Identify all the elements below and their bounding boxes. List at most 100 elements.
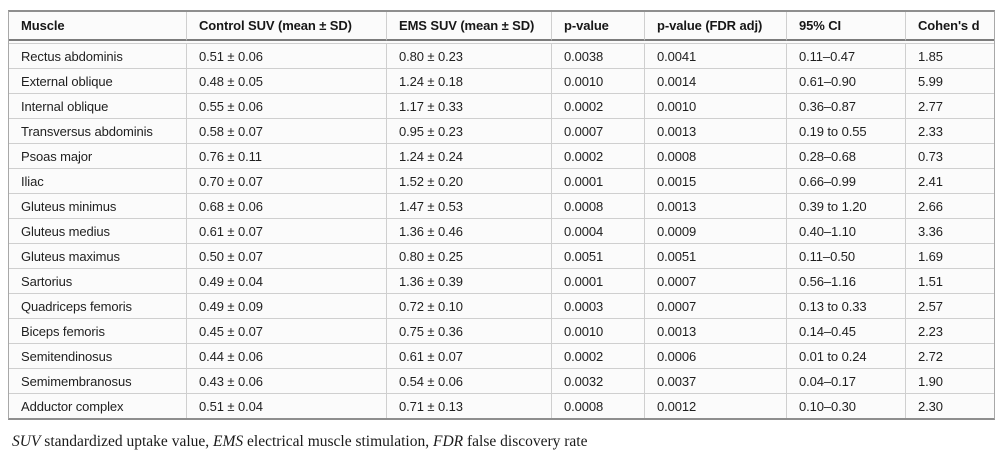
cell-p-value-fdr: 0.0015 <box>644 168 786 193</box>
table-row: External oblique 0.48 ± 0.05 1.24 ± 0.18 0.… <box>9 68 994 93</box>
cell-cohens-d: 1.51 <box>905 268 994 293</box>
cell-p-value: 0.0051 <box>551 243 644 268</box>
cell-p-value-fdr: 0.0041 <box>644 43 786 68</box>
cell-cohens-d: 1.90 <box>905 368 994 393</box>
table-row: Internal oblique 0.55 ± 0.06 1.17 ± 0.33 0.… <box>9 93 994 118</box>
table-row: Semitendinosus 0.44 ± 0.06 0.61 ± 0.07 0.00… <box>9 343 994 368</box>
cell-control-suv: 0.44 ± 0.06 <box>186 343 386 368</box>
table-row: Biceps femoris 0.45 ± 0.07 0.75 ± 0.36 0.00… <box>9 318 994 343</box>
cell-p-value: 0.0032 <box>551 368 644 393</box>
cell-p-value: 0.0002 <box>551 93 644 118</box>
cell-muscle: Gluteus maximus <box>9 243 186 268</box>
cell-ci: 0.28–0.68 <box>786 143 905 168</box>
cell-cohens-d: 1.69 <box>905 243 994 268</box>
cell-ci: 0.39 to 1.20 <box>786 193 905 218</box>
cell-p-value-fdr: 0.0010 <box>644 93 786 118</box>
table-row: Adductor complex 0.51 ± 0.04 0.71 ± 0.13 0.… <box>9 393 994 418</box>
cell-p-value-fdr: 0.0013 <box>644 318 786 343</box>
cell-p-value: 0.0038 <box>551 43 644 68</box>
column-header-p-value: p-value <box>551 12 644 41</box>
cell-p-value: 0.0001 <box>551 268 644 293</box>
column-header-p-value-fdr: p-value (FDR adj) <box>644 12 786 41</box>
cell-ci: 0.61–0.90 <box>786 68 905 93</box>
cell-muscle: Gluteus medius <box>9 218 186 243</box>
footnote-text: false discovery rate <box>463 433 588 450</box>
cell-control-suv: 0.55 ± 0.06 <box>186 93 386 118</box>
cell-p-value-fdr: 0.0013 <box>644 118 786 143</box>
cell-ems-suv: 1.52 ± 0.20 <box>386 168 551 193</box>
cell-control-suv: 0.50 ± 0.07 <box>186 243 386 268</box>
cell-control-suv: 0.51 ± 0.06 <box>186 43 386 68</box>
cell-cohens-d: 2.66 <box>905 193 994 218</box>
cell-cohens-d: 0.73 <box>905 143 994 168</box>
cell-cohens-d: 2.23 <box>905 318 994 343</box>
cell-p-value: 0.0008 <box>551 193 644 218</box>
table-row: Gluteus medius 0.61 ± 0.07 1.36 ± 0.46 0.00… <box>9 218 994 243</box>
cell-control-suv: 0.58 ± 0.07 <box>186 118 386 143</box>
column-header-ci: 95% CI <box>786 12 905 41</box>
cell-cohens-d: 5.99 <box>905 68 994 93</box>
cell-control-suv: 0.76 ± 0.11 <box>186 143 386 168</box>
footnote-abbr-suv: SUV <box>12 433 41 450</box>
cell-control-suv: 0.49 ± 0.09 <box>186 293 386 318</box>
cell-ems-suv: 0.80 ± 0.25 <box>386 243 551 268</box>
cell-p-value-fdr: 0.0013 <box>644 193 786 218</box>
cell-p-value: 0.0002 <box>551 143 644 168</box>
table-row: Rectus abdominis 0.51 ± 0.06 0.80 ± 0.23 0.… <box>9 43 994 68</box>
cell-ci: 0.11–0.50 <box>786 243 905 268</box>
cell-p-value: 0.0010 <box>551 318 644 343</box>
cell-cohens-d: 2.72 <box>905 343 994 368</box>
table-body: Rectus abdominis 0.51 ± 0.06 0.80 ± 0.23 0.… <box>9 41 994 418</box>
cell-muscle: Biceps femoris <box>9 318 186 343</box>
cell-p-value-fdr: 0.0007 <box>644 293 786 318</box>
cell-p-value-fdr: 0.0051 <box>644 243 786 268</box>
cell-p-value: 0.0004 <box>551 218 644 243</box>
cell-muscle: Adductor complex <box>9 393 186 418</box>
cell-ems-suv: 0.54 ± 0.06 <box>386 368 551 393</box>
cell-p-value-fdr: 0.0037 <box>644 368 786 393</box>
cell-p-value-fdr: 0.0012 <box>644 393 786 418</box>
cell-p-value-fdr: 0.0007 <box>644 268 786 293</box>
cell-p-value-fdr: 0.0008 <box>644 143 786 168</box>
cell-ci: 0.19 to 0.55 <box>786 118 905 143</box>
cell-ci: 0.40–1.10 <box>786 218 905 243</box>
cell-ems-suv: 0.71 ± 0.13 <box>386 393 551 418</box>
cell-ems-suv: 1.24 ± 0.24 <box>386 143 551 168</box>
table-row: Gluteus maximus 0.50 ± 0.07 0.80 ± 0.25 0.0… <box>9 243 994 268</box>
cell-control-suv: 0.49 ± 0.04 <box>186 268 386 293</box>
cell-ems-suv: 1.36 ± 0.39 <box>386 268 551 293</box>
cell-cohens-d: 3.36 <box>905 218 994 243</box>
table-row: Iliac 0.70 ± 0.07 1.52 ± 0.20 0.0001 0.0015 0… <box>9 168 994 193</box>
cell-ci: 0.13 to 0.33 <box>786 293 905 318</box>
cell-ci: 0.56–1.16 <box>786 268 905 293</box>
table-header: Muscle Control SUV (mean ± SD) EMS SUV (me… <box>9 12 994 41</box>
cell-cohens-d: 2.57 <box>905 293 994 318</box>
cell-p-value: 0.0007 <box>551 118 644 143</box>
cell-ems-suv: 0.95 ± 0.23 <box>386 118 551 143</box>
column-header-control-suv: Control SUV (mean ± SD) <box>186 12 386 41</box>
cell-muscle: Transversus abdominis <box>9 118 186 143</box>
cell-ci: 0.04–0.17 <box>786 368 905 393</box>
cell-ems-suv: 0.75 ± 0.36 <box>386 318 551 343</box>
cell-muscle: Psoas major <box>9 143 186 168</box>
cell-muscle: Internal oblique <box>9 93 186 118</box>
table-row: Psoas major 0.76 ± 0.11 1.24 ± 0.24 0.0002 0… <box>9 143 994 168</box>
cell-muscle: Semitendinosus <box>9 343 186 368</box>
cell-p-value: 0.0003 <box>551 293 644 318</box>
table-row: Gluteus minimus 0.68 ± 0.06 1.47 ± 0.53 0.0… <box>9 193 994 218</box>
cell-muscle: Semimembranosus <box>9 368 186 393</box>
cell-muscle: Quadriceps femoris <box>9 293 186 318</box>
table-row: Semimembranosus 0.43 ± 0.06 0.54 ± 0.06 0.0… <box>9 368 994 393</box>
cell-control-suv: 0.61 ± 0.07 <box>186 218 386 243</box>
cell-p-value: 0.0008 <box>551 393 644 418</box>
cell-cohens-d: 2.77 <box>905 93 994 118</box>
cell-ems-suv: 0.80 ± 0.23 <box>386 43 551 68</box>
cell-control-suv: 0.45 ± 0.07 <box>186 318 386 343</box>
header-row: Muscle Control SUV (mean ± SD) EMS SUV (me… <box>9 12 994 41</box>
cell-muscle: Sartorius <box>9 268 186 293</box>
cell-muscle: External oblique <box>9 68 186 93</box>
cell-ems-suv: 0.61 ± 0.07 <box>386 343 551 368</box>
column-header-ems-suv: EMS SUV (mean ± SD) <box>386 12 551 41</box>
results-table: Muscle Control SUV (mean ± SD) EMS SUV (me… <box>8 10 995 420</box>
